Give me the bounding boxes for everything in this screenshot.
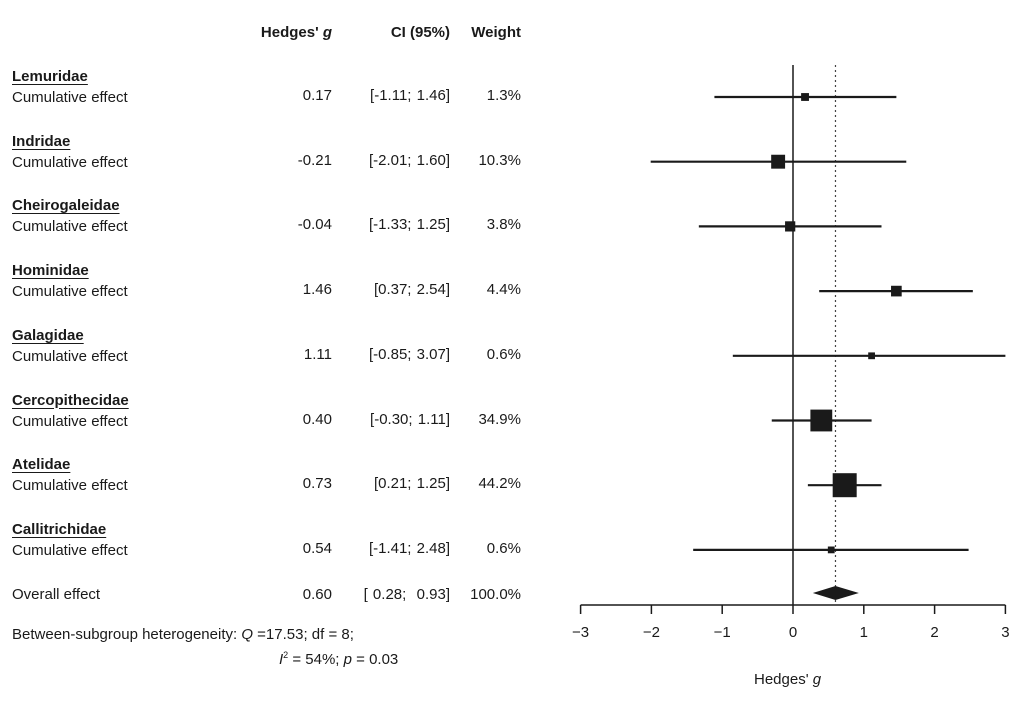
row-label: Cumulative effect xyxy=(12,153,128,171)
heterogeneity-p-symbol: p xyxy=(343,651,352,668)
row-weight: 3.8% xyxy=(486,216,521,234)
x-axis-title-italic-g: g xyxy=(812,671,822,688)
row-g: 1.46 xyxy=(302,281,332,299)
x-axis-tick-label: 0 xyxy=(789,624,797,641)
header-hedges-g: Hedges' g xyxy=(232,24,332,42)
heterogeneity-i-symbol: I xyxy=(279,651,284,668)
point-estimate-galagidae xyxy=(868,352,875,360)
x-axis-tick-label: 1 xyxy=(860,624,868,641)
header-hedges-italic-g: g xyxy=(322,24,332,41)
heterogeneity-i-sup: 2 xyxy=(283,650,289,660)
heterogeneity-line-1: Between-subgroup heterogeneity: Q =17.53… xyxy=(12,626,354,644)
row-weight: 0.6% xyxy=(486,345,521,363)
row-g: 0.54 xyxy=(302,539,332,557)
header-hedges-text: Hedges' xyxy=(260,24,319,41)
row-weight: 4.4% xyxy=(486,281,521,299)
point-estimate-cheirogaleidae xyxy=(785,221,796,232)
row-g: 0.73 xyxy=(302,475,332,493)
row-label: Cumulative effect xyxy=(12,412,128,430)
row-g: -0.04 xyxy=(297,216,332,234)
x-axis-tick-label: 2 xyxy=(930,624,938,641)
row-g: 0.17 xyxy=(302,87,332,104)
group-name: Cercopithecidae xyxy=(12,391,129,409)
x-axis-tick-label: −2 xyxy=(643,624,660,641)
group-name: Callitrichidae xyxy=(12,520,107,538)
row-weight: 34.9% xyxy=(478,410,521,428)
group-name: Indridae xyxy=(12,132,71,150)
x-axis-tick-label: 3 xyxy=(1001,624,1009,641)
point-estimate-cercopithecidae xyxy=(810,409,833,432)
group-name: Lemuridae xyxy=(12,68,88,85)
row-g: -0.21 xyxy=(297,151,332,169)
row-label: Cumulative effect xyxy=(12,283,128,301)
row-ci: [0.37; 2.54] xyxy=(373,281,450,299)
group-name: Cheirogaleidae xyxy=(12,197,120,215)
heterogeneity-prefix: Between-subgroup heterogeneity: xyxy=(12,626,242,643)
heterogeneity-q-symbol: Q xyxy=(241,626,253,643)
x-axis-title-text: Hedges' xyxy=(754,671,809,688)
x-axis-tick-label: −3 xyxy=(572,624,589,641)
point-estimate-atelidae xyxy=(832,473,857,498)
row-label: Cumulative effect xyxy=(12,347,128,365)
header-ci: CI (95%) xyxy=(390,24,450,41)
row-ci: [-0.30; 1.11] xyxy=(370,410,450,428)
row-label: Cumulative effect xyxy=(12,218,128,236)
heterogeneity-i-value: = 54%; xyxy=(288,651,344,668)
row-ci: [0.21; 1.25] xyxy=(373,475,450,493)
row-ci: [-2.01; 1.60] xyxy=(368,151,450,169)
overall-label: Overall effect xyxy=(12,586,101,603)
row-label: Cumulative effect xyxy=(12,89,128,106)
group-name: Atelidae xyxy=(12,456,71,474)
heterogeneity-p-value: = 0.03 xyxy=(351,651,399,668)
heterogeneity-q-value: =17.53; df = 8; xyxy=(253,626,354,643)
point-estimate-callitrichidae xyxy=(827,546,835,554)
row-ci: [-1.33; 1.25] xyxy=(368,216,450,234)
row-weight: 44.2% xyxy=(478,475,521,493)
row-label: Cumulative effect xyxy=(12,477,128,495)
x-axis-title: Hedges' g xyxy=(754,671,821,689)
overall-ci: [ 0.28; 0.93] xyxy=(363,586,450,603)
row-ci: [-0.85; 3.07] xyxy=(368,345,450,363)
row-g: 0.40 xyxy=(302,410,332,428)
row-weight: 1.3% xyxy=(486,87,521,104)
group-name: Hominidae xyxy=(12,262,89,280)
x-axis-tick-label: −1 xyxy=(714,624,731,641)
row-weight: 0.6% xyxy=(486,539,521,557)
row-ci: [-1.41; 2.48] xyxy=(368,539,450,557)
overall-weight: 100.0% xyxy=(470,586,521,603)
header-weight: Weight xyxy=(471,24,521,41)
row-weight: 10.3% xyxy=(478,151,521,169)
point-estimate-lemuridae xyxy=(801,93,809,101)
point-estimate-hominidae xyxy=(891,285,902,297)
row-label: Cumulative effect xyxy=(12,541,128,559)
heterogeneity-line-2: I2 = 54%; p = 0.03 xyxy=(279,646,398,669)
overall-effect-diamond xyxy=(812,586,859,600)
group-name: Galagidae xyxy=(12,326,84,344)
row-g: 1.11 xyxy=(303,345,332,363)
point-estimate-indridae xyxy=(771,154,786,169)
overall-g: 0.60 xyxy=(302,586,332,603)
row-ci: [-1.11; 1.46] xyxy=(370,87,450,104)
